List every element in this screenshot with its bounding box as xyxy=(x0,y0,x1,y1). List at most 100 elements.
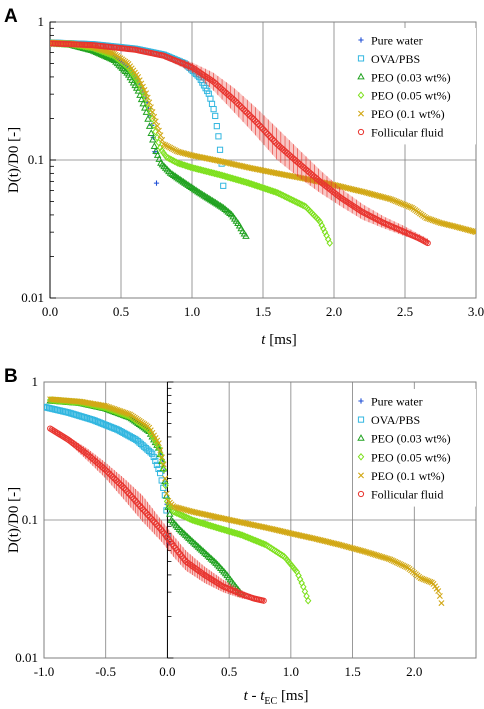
y-tick-label: 0.1 xyxy=(22,512,38,527)
x-axis-var: t xyxy=(244,688,249,704)
data-point xyxy=(264,130,271,138)
data-point xyxy=(326,239,334,247)
data-point xyxy=(272,547,280,556)
legend: Pure water OVA/PBS PEO (0.03 wt%) PEO (0.05… xyxy=(354,28,476,145)
data-point xyxy=(202,192,210,200)
data-point xyxy=(234,100,241,107)
data-point xyxy=(185,182,194,189)
data-point xyxy=(158,454,165,461)
data-point xyxy=(155,155,163,162)
data-point xyxy=(235,101,242,108)
data-point xyxy=(420,576,427,583)
data-point xyxy=(108,472,115,479)
data-point xyxy=(176,510,184,519)
data-point xyxy=(357,453,365,461)
data-point xyxy=(150,142,159,149)
data-point xyxy=(218,202,226,210)
data-point xyxy=(247,534,254,543)
data-point xyxy=(155,127,162,134)
data-point xyxy=(387,556,394,563)
data-point xyxy=(160,461,167,468)
data-point xyxy=(304,596,312,605)
legend-label: PEO (0.03 wt%) xyxy=(371,70,451,84)
data-point xyxy=(245,111,252,118)
data-point xyxy=(142,108,151,115)
data-point xyxy=(252,536,259,545)
data-point xyxy=(151,519,158,526)
data-point xyxy=(473,229,476,236)
data-point xyxy=(170,503,177,510)
data-point xyxy=(358,110,364,117)
data-point xyxy=(279,551,286,560)
data-point xyxy=(253,119,260,126)
series xyxy=(47,396,445,607)
x-tick-label: 0.5 xyxy=(221,664,237,679)
data-point xyxy=(106,470,113,477)
x-axis-var: t xyxy=(261,332,266,348)
data-point xyxy=(386,195,393,202)
data-point xyxy=(270,137,278,145)
data-point xyxy=(162,481,169,490)
data-point xyxy=(152,457,159,465)
x-tick-label: 3.0 xyxy=(468,304,484,319)
data-point xyxy=(109,405,116,412)
data-point xyxy=(189,184,197,192)
data-point xyxy=(286,195,294,203)
data-point xyxy=(183,513,190,522)
data-point xyxy=(205,194,213,202)
data-point xyxy=(271,546,278,555)
data-point xyxy=(150,453,157,461)
data-point xyxy=(400,201,407,208)
data-point xyxy=(276,190,284,198)
x-tick-label: 1.5 xyxy=(255,304,271,319)
data-point xyxy=(159,136,166,143)
data-point xyxy=(138,80,145,87)
data-point xyxy=(396,199,403,206)
data-point xyxy=(357,416,365,423)
data-point xyxy=(114,407,121,414)
data-point xyxy=(388,196,395,203)
data-point xyxy=(424,577,431,584)
data-point xyxy=(146,513,153,520)
legend-label: PEO (0.03 wt%) xyxy=(371,432,451,446)
data-point xyxy=(169,171,178,179)
data-point xyxy=(261,127,268,134)
data-point xyxy=(357,490,365,498)
x-axis-title: t - tEC [ms] xyxy=(244,688,309,704)
data-point xyxy=(203,193,212,201)
data-point xyxy=(141,86,148,93)
data-point xyxy=(139,83,146,90)
data-point xyxy=(119,483,126,490)
data-point xyxy=(251,117,258,124)
data-point xyxy=(169,156,177,165)
data-point xyxy=(357,91,365,99)
data-point xyxy=(266,132,273,139)
data-point xyxy=(149,114,156,123)
data-point xyxy=(122,486,129,493)
series xyxy=(50,40,431,247)
data-point xyxy=(272,188,279,196)
data-point xyxy=(117,408,124,415)
data-point xyxy=(253,537,261,545)
data-point xyxy=(109,473,116,481)
x-tick-label: 2.0 xyxy=(406,664,422,679)
data-point xyxy=(428,216,435,223)
data-point xyxy=(175,510,182,518)
data-point xyxy=(240,106,247,113)
data-point xyxy=(104,469,112,476)
data-point xyxy=(117,481,124,488)
data-point xyxy=(419,575,426,582)
data-point xyxy=(128,493,136,501)
data-point xyxy=(107,49,114,56)
data-point xyxy=(174,174,183,182)
data-point xyxy=(163,153,170,161)
x-tick-label: 2.5 xyxy=(397,304,413,319)
data-point xyxy=(357,55,365,62)
series xyxy=(46,396,312,605)
data-point xyxy=(256,538,264,547)
data-point xyxy=(187,515,195,524)
data-layer xyxy=(50,39,476,247)
panel-label: A xyxy=(4,6,18,27)
data-point xyxy=(256,122,263,129)
data-point xyxy=(143,90,150,97)
